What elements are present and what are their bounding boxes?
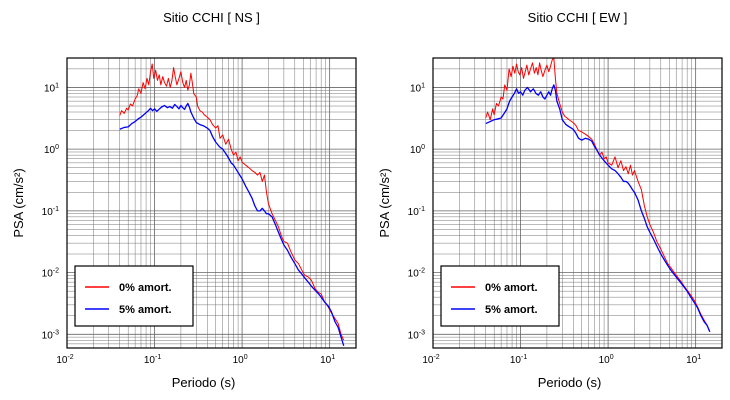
chart-1-panel: Sitio CCHI [ NS ] 10-2 10-1 100 101 10-3 10-2 1… [11,10,357,390]
chart-1-y-axis-label: PSA (cm/s²) [11,168,26,237]
chart-2-x-tick-label: 101 [686,354,701,366]
chart-2-x-axis-label: Periodo (s) [538,375,602,390]
chart-2-y-tick-label: 10-2 [408,268,425,280]
chart-2-legend: 0% amort. 5% amort. [440,265,560,327]
chart-1-legend-box [74,265,194,327]
chart-1-x-tick-label: 100 [233,354,248,366]
chart-1-series-5pct-line [119,102,345,347]
chart-2-plot-frame [432,57,723,349]
chart-1-y-tick-label: 101 [44,82,59,94]
chart-1-x-tick-label: 10-2 [56,354,73,366]
chart-1-plot-frame [66,57,357,349]
chart-1-y-tick-label: 100 [44,144,59,156]
chart-2-y-tick-label: 10-3 [408,329,425,341]
chart-2-x-tick-label: 10-1 [510,354,527,366]
chart-1-x-tick-label: 101 [320,354,335,366]
chart-2-panel: Sitio CCHI [ EW ] 10-2 10-1 100 101 10-3 10-2 1… [377,10,723,390]
chart-2-y-tick-label: 10-1 [408,206,425,218]
chart-1-legend-label-0pct: 0% amort. [119,282,172,294]
chart-2-series-0pct-line [485,57,711,332]
chart-1-series-0pct-line [119,63,345,341]
chart-1-x-axis-label: Periodo (s) [172,375,236,390]
chart-2-title: Sitio CCHI [ EW ] [528,10,628,25]
chart-1-y-tick-label: 10-1 [42,206,59,218]
chart-2-legend-label-5pct: 5% amort. [485,304,538,316]
chart-1-y-tick-label: 10-3 [42,329,59,341]
chart-1-y-tick-label: 10-2 [42,268,59,280]
chart-1-x-tick-label: 10-1 [144,354,161,366]
chart-2-legend-box [440,265,560,327]
chart-1-legend: 0% amort. 5% amort. [74,265,194,327]
chart-1-grid [66,57,357,349]
chart-2-legend-label-0pct: 0% amort. [485,282,538,294]
chart-2-x-tick-label: 100 [599,354,614,366]
chart-2-series-5pct-line [485,84,711,333]
chart-2-y-axis-label: PSA (cm/s²) [377,168,392,237]
chart-1-title: Sitio CCHI [ NS ] [163,10,260,25]
chart-2-y-tick-label: 101 [410,82,425,94]
chart-2-y-tick-label: 100 [410,144,425,156]
chart-2-x-tick-label: 10-2 [422,354,439,366]
chart-1-legend-label-5pct: 5% amort. [119,304,172,316]
